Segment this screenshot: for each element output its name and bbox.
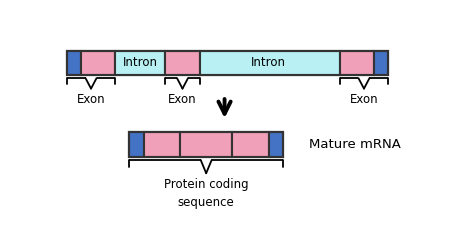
Bar [116,51,165,75]
Text: Mature mRNA: Mature mRNA [309,138,401,151]
Bar [129,132,283,157]
Bar [66,51,388,75]
Text: Exon: Exon [77,93,105,106]
Bar [374,51,388,75]
Bar [269,132,283,157]
Bar [144,132,181,157]
Bar [81,51,116,75]
Text: Intron: Intron [251,56,286,69]
Text: Protein coding
sequence: Protein coding sequence [164,178,248,209]
Bar [200,51,339,75]
Bar [339,51,374,75]
Bar [129,132,144,157]
Text: Exon: Exon [168,93,197,106]
Bar [165,51,200,75]
Bar [232,132,269,157]
Bar [66,51,81,75]
Text: Intron: Intron [123,56,157,69]
Bar [66,51,388,75]
Bar [129,132,283,157]
Text: Exon: Exon [350,93,378,106]
Bar [181,132,232,157]
